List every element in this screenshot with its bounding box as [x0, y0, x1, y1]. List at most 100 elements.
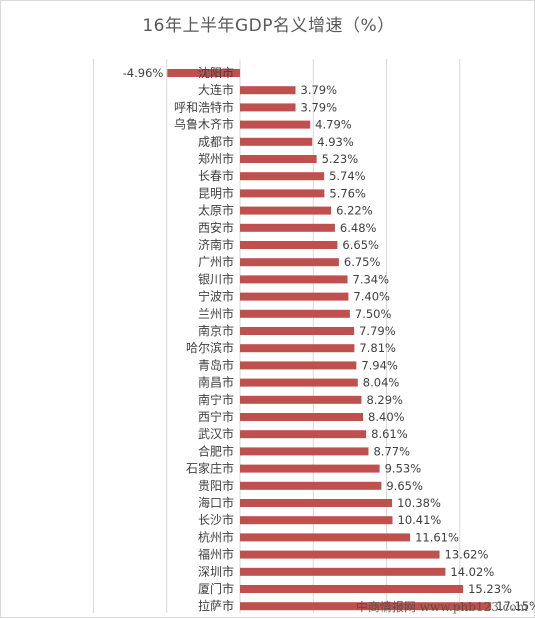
bar — [240, 361, 357, 370]
category-label: 厦门市 — [198, 581, 234, 596]
bar — [240, 464, 380, 473]
category-label: 长沙市 — [198, 512, 234, 527]
value-label: 5.76% — [329, 186, 366, 200]
value-label: 15.23% — [468, 582, 512, 596]
category-label: 海口市 — [198, 495, 234, 510]
bar — [240, 481, 382, 490]
value-label: 7.34% — [353, 272, 390, 286]
bar — [240, 172, 325, 181]
bar — [240, 413, 364, 421]
value-label: 6.22% — [336, 204, 373, 218]
bar — [240, 241, 338, 249]
bar — [240, 155, 317, 163]
category-label: 乌鲁木齐市 — [174, 117, 234, 132]
category-label: 昆明市 — [198, 185, 234, 200]
value-label: 8.04% — [363, 376, 400, 390]
value-label: 3.79% — [301, 100, 338, 114]
bar — [240, 344, 355, 353]
value-label: 14.02% — [450, 565, 494, 579]
bar — [240, 258, 339, 267]
bar — [240, 189, 325, 198]
value-label: 8.77% — [373, 444, 410, 458]
bar — [240, 327, 355, 335]
category-label: 南昌市 — [198, 375, 234, 390]
bar — [240, 86, 296, 95]
category-label: 沈阳市 — [198, 65, 234, 80]
value-label: 8.40% — [368, 410, 405, 424]
watermark: 中商情报网 www.phb123.com — [355, 600, 528, 614]
bar — [240, 120, 311, 129]
value-label: 5.74% — [329, 169, 366, 183]
bar — [240, 292, 349, 301]
bar — [240, 395, 362, 404]
value-label: 4.79% — [315, 118, 352, 132]
value-label: 9.65% — [386, 479, 423, 493]
category-label: 大连市 — [198, 82, 234, 97]
category-label: 南宁市 — [198, 392, 234, 407]
value-label: 11.61% — [415, 530, 459, 544]
category-label: 南京市 — [198, 323, 234, 338]
value-label: 6.65% — [342, 238, 379, 252]
bar — [240, 206, 332, 215]
category-label: 济南市 — [198, 237, 234, 252]
chart-title: 16年上半年GDP名义增速（%） — [142, 16, 395, 36]
category-label: 合肥市 — [198, 443, 234, 458]
bar — [240, 602, 492, 611]
value-label: 13.62% — [445, 548, 489, 562]
bar — [167, 69, 240, 77]
category-label: 杭州市 — [198, 529, 234, 544]
bar — [240, 223, 335, 232]
bar — [240, 309, 350, 318]
bar — [240, 378, 358, 387]
category-label: 呼和浩特市 — [174, 99, 234, 114]
category-label: 深圳市 — [198, 564, 234, 579]
category-label: 哈尔滨市 — [186, 340, 234, 355]
value-label: 8.29% — [366, 393, 403, 407]
bar — [240, 550, 440, 559]
value-label: 7.40% — [353, 290, 390, 304]
value-label: 6.75% — [344, 255, 381, 269]
category-label: 西宁市 — [198, 409, 234, 424]
category-label: 石家庄市 — [186, 461, 234, 476]
value-label: 9.53% — [385, 462, 422, 476]
bar — [240, 499, 393, 507]
value-label: 7.79% — [359, 324, 396, 338]
category-label: 西安市 — [198, 220, 234, 235]
bar — [240, 447, 369, 456]
category-label: 长春市 — [198, 168, 234, 183]
category-label: 成都市 — [198, 134, 234, 149]
value-label: 5.23% — [322, 152, 359, 166]
value-label: 17.15% — [496, 599, 535, 613]
value-label: -4.96% — [123, 66, 164, 80]
bar — [240, 533, 411, 542]
bar — [240, 137, 313, 146]
value-label: 4.93% — [317, 135, 354, 149]
value-label: 10.41% — [398, 513, 442, 527]
category-label: 兰州市 — [198, 306, 234, 321]
category-label: 宁波市 — [198, 289, 234, 304]
value-label: 7.94% — [361, 358, 398, 372]
value-label: 7.81% — [359, 341, 396, 355]
category-label: 银川市 — [198, 271, 234, 286]
value-label: 6.48% — [340, 221, 377, 235]
category-label: 广州市 — [198, 254, 234, 269]
bar — [240, 275, 348, 284]
value-label: 8.61% — [371, 427, 408, 441]
value-label: 3.79% — [301, 83, 338, 97]
bar — [240, 103, 296, 112]
value-label: 10.38% — [397, 496, 441, 510]
bar — [240, 585, 464, 593]
category-label: 福州市 — [198, 547, 234, 562]
category-label: 拉萨市 — [198, 598, 234, 613]
bar — [240, 567, 446, 576]
category-label: 贵阳市 — [198, 478, 234, 493]
category-label: 青岛市 — [198, 357, 234, 372]
category-label: 郑州市 — [198, 151, 234, 166]
category-label: 武汉市 — [198, 426, 234, 441]
bar — [240, 430, 367, 439]
bar — [240, 516, 393, 525]
category-label: 太原市 — [198, 203, 234, 218]
value-label: 7.50% — [355, 307, 392, 321]
